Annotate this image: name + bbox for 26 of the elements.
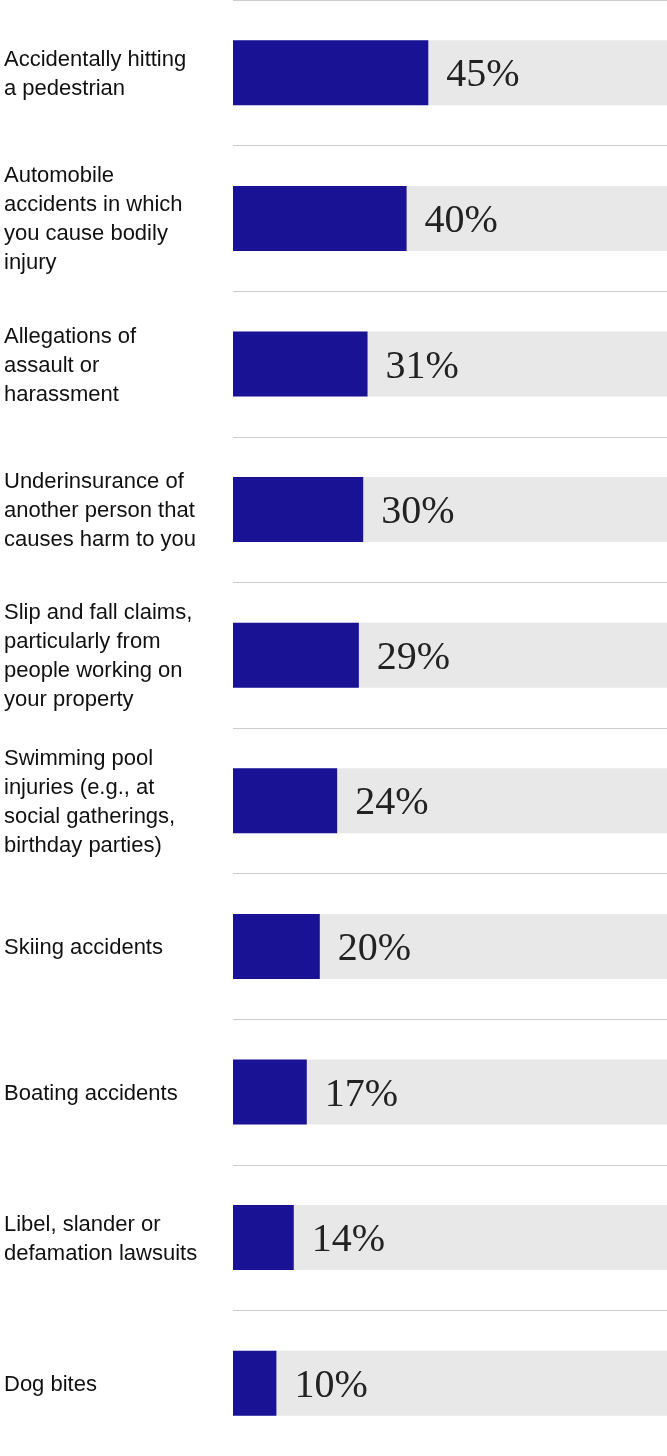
bar: [233, 1350, 277, 1416]
y-tick-label: Libel, slander or defamation lawsuits: [4, 1210, 198, 1265]
data-label: 40%: [424, 195, 498, 241]
y-tick-label: Swimming pool injuries (e.g., at social gatherings, birthday parties): [4, 744, 182, 857]
bar: [233, 1205, 294, 1271]
data-label: 45%: [446, 50, 520, 96]
bar: [233, 1059, 307, 1125]
data-label: 30%: [381, 487, 455, 533]
y-tick-label: Dog bites: [4, 1370, 97, 1396]
y-tick-label: Underinsurance of another person that causes harm to you: [4, 468, 201, 552]
data-label: 17%: [324, 1069, 399, 1115]
y-tick-label: Allegations of assault or harassment: [4, 322, 143, 406]
y-tick-label: Slip and fall claims, particularly from people working on your property: [4, 599, 199, 712]
data-label: 14%: [311, 1215, 386, 1261]
bar: [233, 768, 338, 834]
data-label: 20%: [337, 923, 412, 969]
bar: [233, 331, 368, 397]
data-label: 29%: [376, 632, 451, 678]
y-tick-label: Skiing accidents: [4, 933, 163, 959]
y-tick-label: Automobile accidents in which you cause bodily injury: [4, 162, 189, 275]
data-label: 24%: [355, 778, 429, 824]
bar: [233, 913, 320, 979]
y-tick-label: Accidentally hitting a pedestrian: [4, 45, 193, 100]
data-label: 31%: [385, 341, 459, 387]
y-tick-label: Boating accidents: [4, 1079, 178, 1105]
data-label: 10%: [294, 1360, 368, 1406]
